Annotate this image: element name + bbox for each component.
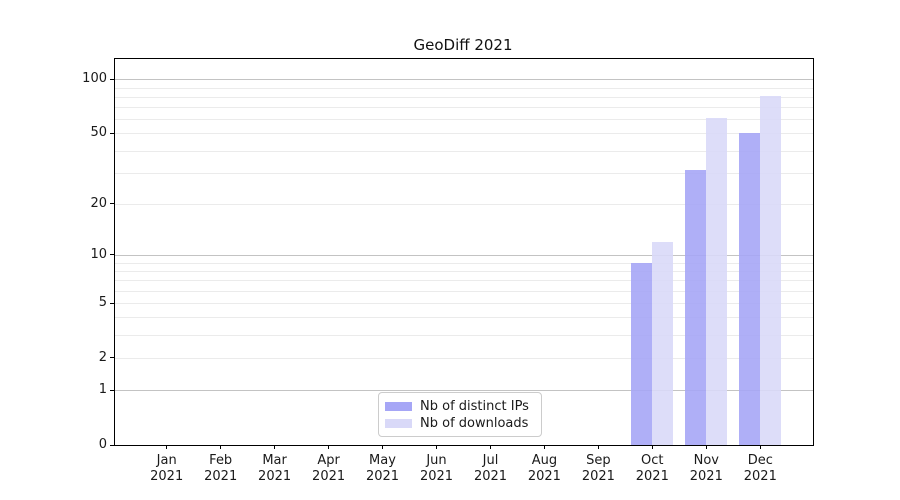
bar-dec-distinct-ips bbox=[739, 133, 761, 445]
legend-swatch-downloads bbox=[385, 419, 412, 428]
x-tick-mark bbox=[166, 445, 168, 449]
x-tick-mark bbox=[436, 445, 437, 449]
x-tick-label: Feb 2021 bbox=[204, 453, 238, 484]
x-tick-label: Mar 2021 bbox=[258, 453, 292, 484]
x-tick-mark bbox=[490, 445, 491, 449]
gridline-minor bbox=[115, 203, 813, 205]
gridline-major bbox=[115, 254, 813, 256]
x-tick-label: Jul 2021 bbox=[473, 453, 508, 484]
y-tick-label: 50 bbox=[90, 125, 107, 141]
gridline-minor bbox=[115, 87, 813, 89]
y-tick-label: 0 bbox=[98, 437, 107, 452]
y-tick-label: 1 bbox=[98, 382, 107, 398]
legend-label-distinct-ips: Nb of distinct IPs bbox=[420, 399, 529, 414]
y-tick-mark bbox=[110, 254, 114, 256]
gridline-minor bbox=[115, 119, 813, 121]
bar-oct-downloads bbox=[652, 241, 674, 445]
gridline-major bbox=[115, 79, 813, 81]
y-tick-label: 10 bbox=[90, 246, 107, 262]
x-tick-mark bbox=[651, 445, 653, 449]
y-tick-label: 20 bbox=[90, 195, 107, 211]
x-tick-mark bbox=[220, 445, 222, 449]
y-tick-mark bbox=[110, 357, 114, 359]
x-tick-label: Apr 2021 bbox=[312, 453, 346, 484]
y-tick-mark bbox=[110, 203, 114, 205]
bar-nov-distinct-ips bbox=[685, 170, 707, 445]
x-tick-mark bbox=[274, 445, 276, 449]
y-tick-label: 2 bbox=[98, 349, 107, 365]
x-tick-label: Dec 2021 bbox=[743, 453, 777, 484]
bar-oct-distinct-ips bbox=[631, 262, 653, 445]
gridline-major bbox=[115, 390, 813, 392]
x-tick-mark bbox=[759, 445, 761, 449]
bar-dec-downloads bbox=[760, 95, 782, 445]
y-tick-mark bbox=[110, 302, 114, 304]
x-tick-mark bbox=[543, 445, 545, 449]
gridline-minor bbox=[115, 172, 813, 174]
gridline-minor bbox=[115, 335, 813, 337]
x-tick-mark bbox=[597, 445, 599, 449]
legend: Nb of distinct IPs Nb of downloads bbox=[378, 392, 542, 437]
y-tick-label: 5 bbox=[98, 295, 107, 310]
y-tick-mark bbox=[110, 78, 114, 80]
x-tick-label: Nov 2021 bbox=[689, 453, 723, 484]
gridline-minor bbox=[115, 303, 813, 304]
x-tick-label: Jan 2021 bbox=[150, 453, 184, 484]
legend-item-distinct-ips: Nb of distinct IPs bbox=[385, 398, 533, 415]
plot-area: 0 1 2 5 10 20 50 100 Jan 2021 Feb 2021 Mar 2021 Apr 202… bbox=[82, 58, 814, 484]
gridline-minor bbox=[115, 107, 813, 109]
gridline-minor bbox=[115, 150, 813, 152]
y-tick-mark bbox=[110, 132, 114, 134]
gridline-minor bbox=[115, 280, 813, 282]
gridline-minor bbox=[115, 290, 813, 292]
x-tick-label: May 2021 bbox=[365, 453, 400, 484]
y-tick-label: 100 bbox=[82, 71, 107, 87]
gridline-minor bbox=[115, 133, 813, 135]
gridline-minor bbox=[115, 357, 813, 359]
gridline-minor bbox=[115, 262, 813, 264]
gridline-minor bbox=[115, 96, 813, 98]
x-tick-mark bbox=[705, 445, 707, 449]
gridline-minor bbox=[115, 317, 813, 319]
x-tick-label: Aug 2021 bbox=[527, 453, 561, 484]
legend-item-downloads: Nb of downloads bbox=[385, 415, 533, 432]
legend-label-downloads: Nb of downloads bbox=[420, 416, 529, 431]
y-tick-mark bbox=[110, 389, 114, 391]
y-tick-mark bbox=[110, 444, 114, 446]
x-tick-mark bbox=[328, 445, 330, 449]
chart-title: GeoDiff 2021 bbox=[413, 36, 513, 54]
x-tick-label: Jun 2021 bbox=[419, 453, 454, 484]
legend-swatch-distinct-ips bbox=[385, 402, 412, 411]
x-tick-label: Oct 2021 bbox=[635, 453, 669, 484]
bar-nov-downloads bbox=[706, 117, 728, 445]
gridline-minor bbox=[115, 270, 813, 272]
x-tick-mark bbox=[382, 445, 383, 449]
x-tick-label: Sep 2021 bbox=[581, 453, 615, 484]
